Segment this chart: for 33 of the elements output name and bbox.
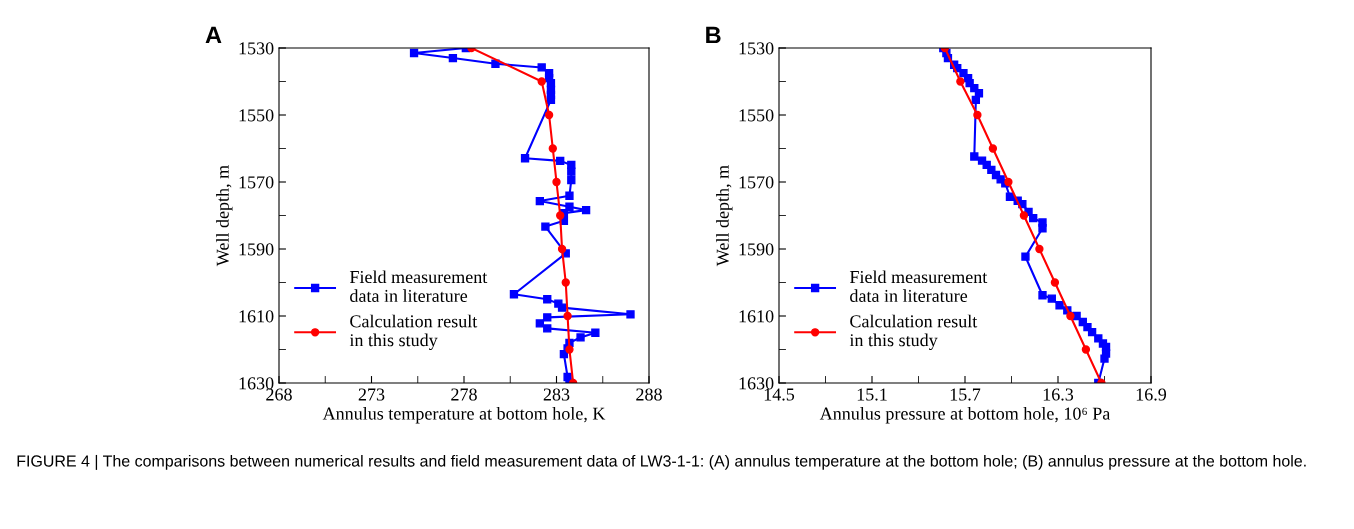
x-tick-label: 15.1 [857,388,887,401]
chart-title: B [706,26,721,44]
y-tick-label: 1590 [239,243,274,256]
y-tick-label: 1590 [739,243,774,256]
x-tick-label: 273 [358,388,385,401]
y-axis-title: Well depth, m [716,165,733,267]
y-tick-label: 1570 [239,176,274,189]
x-tick-label: 16.9 [1136,388,1167,401]
y-axis-title: Well depth, m [216,165,233,267]
legend-label: Calculation result in this study [849,314,978,350]
y-tick-label: 1610 [739,310,774,323]
y-tick-label: 1630 [739,377,774,390]
y-tick-label: 1570 [739,176,774,189]
x-tick-label: 16.3 [1043,388,1074,401]
y-tick-label: 1530 [739,42,774,55]
x-tick-label: 283 [543,388,570,401]
y-tick-label: 1630 [239,377,274,390]
caption: FIGURE 4 | The comparisons between numerical results and field measurement data of LW3-1-1: (A) annulus temperature at the bottom hole; (B) annulus pressure at the bottom hole. [17,454,1306,470]
y-tick-label: 1530 [239,42,274,55]
y-tick-label: 1610 [239,310,274,323]
x-axis-title: Annulus temperature at bottom hole, K [322,407,606,424]
x-tick-label: 15.7 [950,388,981,401]
legend-label: Field measurement data in literature [349,270,488,302]
chart-title: A [205,26,222,44]
x-tick-label: 14.5 [764,388,795,401]
y-tick-label: 1550 [739,109,774,122]
x-tick-label: 288 [636,388,662,401]
y-tick-label: 1550 [239,109,274,122]
x-tick-label: 268 [266,388,292,401]
legend-label: Calculation result in this study [349,314,478,350]
x-tick-label: 278 [451,388,477,401]
x-axis-title: Annulus pressure at bottom hole, 10⁶ Pa [819,407,1111,424]
legend-label: Field measurement data in literature [849,270,988,302]
